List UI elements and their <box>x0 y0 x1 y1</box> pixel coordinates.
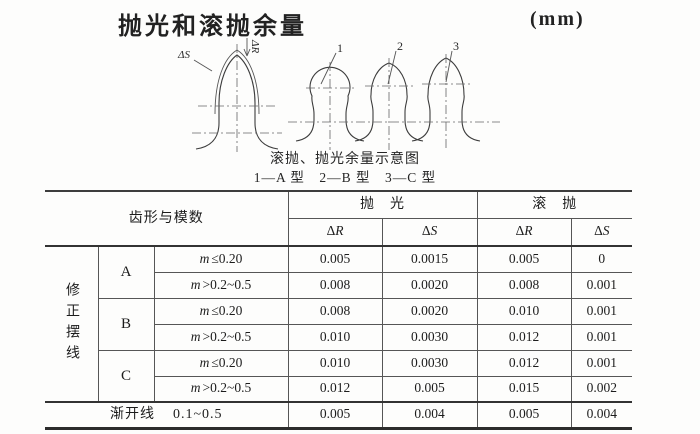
value-cell: 0.001 <box>570 349 633 377</box>
module-condition-cell: m ≤0.20 <box>153 349 289 377</box>
table-row: B m ≤0.20 0.008 0.0020 0.010 0.001 <box>45 297 633 351</box>
leader-line-1 <box>320 52 337 85</box>
value-cell: 0.004 <box>570 401 633 429</box>
header-polish-group: 抛 光 <box>287 190 478 219</box>
value-cell: 0.008 <box>287 271 383 299</box>
module-condition-cell: m ≤0.20 <box>153 245 289 273</box>
page-title: 抛光和滚抛余量 <box>118 14 307 40</box>
module-condition-cell: m ≤0.20 <box>153 297 289 325</box>
big-tooth-inner-profile <box>195 54 279 150</box>
header-tumble-delta-s: ΔS <box>570 217 633 247</box>
value-cell: 0.0030 <box>381 349 478 377</box>
table-row: C m ≤0.20 0.010 0.0030 0.012 0.001 <box>45 349 633 403</box>
type-b-cell: B <box>97 297 155 351</box>
value-cell: 0.008 <box>287 297 383 325</box>
m-symbol: m <box>199 302 210 318</box>
value-cell: 0.0020 <box>381 297 478 325</box>
value-cell: 0.008 <box>476 271 572 299</box>
leader-line-2 <box>387 50 397 85</box>
delta-symbol: Δ <box>515 223 525 239</box>
involute-range: 0.1~0.5 <box>172 407 223 423</box>
m-symbol: m <box>199 250 210 266</box>
module-condition-cell: m >0.2~0.5 <box>153 271 289 299</box>
header-tumble-delta-r: ΔR <box>476 217 572 247</box>
header-tooth-module: 齿形与模数 <box>45 190 289 247</box>
type-c-cell: C <box>97 349 155 403</box>
m-symbol: m <box>199 354 210 370</box>
condition-text: ≤0.20 <box>211 354 243 370</box>
module-condition-cell: m >0.2~0.5 <box>153 375 289 403</box>
value-cell: 0.005 <box>476 401 572 429</box>
value-cell: 0.005 <box>381 375 478 403</box>
group-label-cell: 修正摆线 <box>45 245 99 403</box>
value-cell: 0.012 <box>287 375 383 403</box>
unit-label: (mm) <box>530 8 585 30</box>
modified-cycloid-label: 修正摆线 <box>63 282 79 366</box>
value-cell: 0.0030 <box>381 323 478 351</box>
delta-symbol: Δ <box>421 223 431 239</box>
delta-s-leader-line <box>193 59 213 72</box>
value-cell: 0.012 <box>476 349 572 377</box>
allowance-table: 齿形与模数 抛 光 滚 抛 ΔR ΔS ΔR ΔS 修正摆线 A m ≤0.20 … <box>45 190 633 430</box>
table-row-involute: 渐开线 0.1~0.5 0.005 0.004 0.005 0.004 <box>45 401 633 429</box>
diagram-legend: 1—A 型 2—B 型 3—C 型 <box>253 170 437 185</box>
var-s: S <box>430 223 438 239</box>
value-cell: 0.001 <box>570 271 633 299</box>
value-cell: 0 <box>570 245 633 273</box>
value-cell: 0.005 <box>287 245 383 273</box>
involute-label: 渐开线 <box>109 407 155 423</box>
table-row: m >0.2~0.5 0.012 0.005 0.015 0.002 <box>45 375 633 403</box>
gear-tooth-diagram: ΔS ΔR 1 2 3 <box>177 38 500 152</box>
header-polish-delta-s: ΔS <box>381 217 478 247</box>
diagram-caption: 滚抛、抛光余量示意图 <box>270 152 420 167</box>
value-cell: 0.015 <box>476 375 572 403</box>
table-row: m >0.2~0.5 0.008 0.0020 0.008 0.001 <box>45 271 633 299</box>
delta-symbol: Δ <box>594 223 603 239</box>
var-r: R <box>524 223 533 239</box>
delta-s-annotation: ΔS <box>177 49 190 61</box>
table-row: 修正摆线 A m ≤0.20 0.005 0.0015 0.005 0 <box>45 245 633 403</box>
delta-r-arrowhead <box>243 48 251 57</box>
module-condition-cell: m >0.2~0.5 <box>153 323 289 351</box>
condition-text: ≤0.20 <box>211 250 243 266</box>
value-cell: 0.010 <box>287 349 383 377</box>
tooth-label-3: 3 <box>453 39 459 53</box>
value-cell: 0.0020 <box>381 271 478 299</box>
header-tumble-group: 滚 抛 <box>476 190 633 219</box>
m-symbol: m <box>190 328 201 344</box>
delta-r-annotation: ΔR <box>249 39 261 53</box>
value-cell: 0.004 <box>381 401 478 429</box>
value-cell: 0.001 <box>570 297 633 325</box>
value-cell: 0.005 <box>476 245 572 273</box>
value-cell: 0.005 <box>287 401 383 429</box>
value-cell: 0.010 <box>287 323 383 351</box>
value-cell: 0.0015 <box>381 245 478 273</box>
value-cell: 0.012 <box>476 323 572 351</box>
type-a-cell: A <box>97 245 155 299</box>
involute-label-cell: 渐开线 0.1~0.5 <box>45 401 289 429</box>
value-cell: 0.001 <box>570 323 633 351</box>
header-polish-delta-r: ΔR <box>287 217 383 247</box>
condition-text: >0.2~0.5 <box>202 380 252 396</box>
m-symbol: m <box>190 276 201 292</box>
value-cell: 0.002 <box>570 375 633 403</box>
condition-text: >0.2~0.5 <box>202 276 252 292</box>
m-symbol: m <box>190 380 201 396</box>
header-row-subcolumns: ΔR ΔS ΔR ΔS <box>45 217 633 247</box>
condition-text: ≤0.20 <box>211 302 243 318</box>
var-s: S <box>602 223 610 239</box>
leader-line-3 <box>445 50 453 83</box>
condition-text: >0.2~0.5 <box>202 328 252 344</box>
tooth-label-1: 1 <box>337 41 343 55</box>
tooth-label-2: 2 <box>397 39 403 53</box>
value-cell: 0.010 <box>476 297 572 325</box>
var-r: R <box>335 223 344 239</box>
delta-symbol: Δ <box>326 223 336 239</box>
table-row: m >0.2~0.5 0.010 0.0030 0.012 0.001 <box>45 323 633 351</box>
header-row-groups: 齿形与模数 抛 光 滚 抛 <box>45 190 633 247</box>
